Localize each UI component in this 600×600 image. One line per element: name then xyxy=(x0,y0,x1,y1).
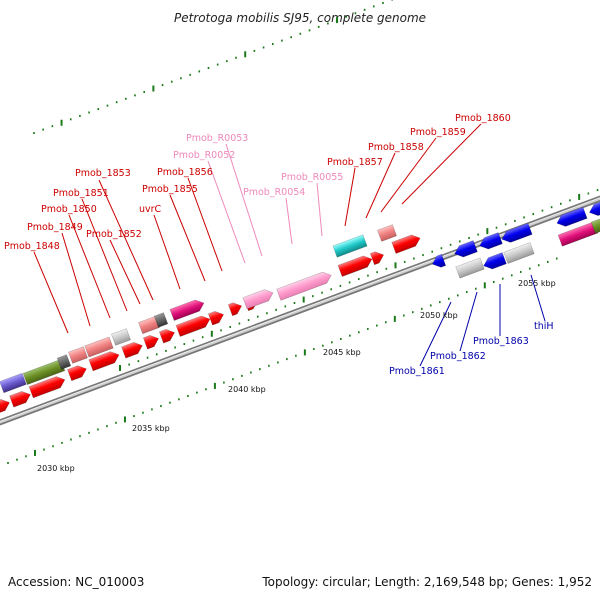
gene-label[interactable]: Pmob_1849 xyxy=(27,222,83,233)
gene-arrow[interactable] xyxy=(121,340,145,359)
leader-line xyxy=(61,232,91,327)
gene-box[interactable] xyxy=(0,372,27,394)
gene-arrow[interactable] xyxy=(142,333,160,350)
gene-box[interactable] xyxy=(590,218,600,234)
gene-arrow[interactable] xyxy=(88,349,121,372)
map-title: Petrotoga mobilis SJ95, complete genome xyxy=(174,11,426,25)
kbp-label: 2040 kbp xyxy=(228,385,266,394)
gene-label[interactable]: Pmob_1859 xyxy=(410,127,466,138)
gene-arrow[interactable] xyxy=(482,252,507,272)
leader-line xyxy=(530,274,546,322)
leader-line xyxy=(109,239,141,305)
gene-box[interactable] xyxy=(377,224,397,242)
leader-line xyxy=(187,177,223,272)
gene-label[interactable]: Pmob_1850 xyxy=(41,204,97,215)
leader-line xyxy=(344,167,356,227)
gene-arrow[interactable] xyxy=(555,206,588,229)
leader-line xyxy=(401,123,482,205)
leader-line xyxy=(207,160,246,264)
gene-arrow[interactable] xyxy=(478,232,503,252)
leader-line xyxy=(419,301,452,367)
gene-arrow[interactable] xyxy=(369,249,385,266)
gene-arrow[interactable] xyxy=(227,300,243,317)
leader-line xyxy=(81,198,128,312)
kbp-label: 2050 kbp xyxy=(420,311,458,320)
gene-arrow-rna[interactable] xyxy=(242,287,275,310)
gene-arrow[interactable] xyxy=(500,222,533,245)
reverse-gene-labels: Pmob_1861 Pmob_1862 Pmob_1863 thiH xyxy=(389,321,554,377)
gene-box[interactable] xyxy=(153,312,169,328)
leader-line xyxy=(285,197,293,245)
gene-label[interactable]: Pmob_1860 xyxy=(455,113,511,124)
gene-arrow[interactable] xyxy=(430,253,447,269)
kbp-label: 2030 kbp xyxy=(37,464,75,473)
gene-label[interactable]: Pmob_1853 xyxy=(75,168,131,179)
gene-label[interactable]: Pmob_1857 xyxy=(327,157,383,168)
gene-label[interactable]: thiH xyxy=(534,321,554,332)
kbp-label: 2035 kbp xyxy=(132,424,170,433)
scale-ticks xyxy=(7,0,599,464)
gene-arrow-rna[interactable] xyxy=(276,270,334,301)
gene-arrow[interactable] xyxy=(207,309,225,326)
leader-line xyxy=(169,194,206,282)
gene-arrow[interactable] xyxy=(0,397,12,414)
gene-box[interactable] xyxy=(68,346,88,364)
gene-box[interactable] xyxy=(455,257,485,279)
gene-arrow[interactable] xyxy=(158,327,176,344)
gene-box[interactable] xyxy=(84,336,114,358)
genome-summary-text: Topology: circular; Length: 2,169,548 bp… xyxy=(261,575,592,589)
gene-box[interactable] xyxy=(56,354,72,370)
leader-line xyxy=(98,179,154,301)
gene-arrow[interactable] xyxy=(391,232,422,254)
gene-arrow[interactable] xyxy=(175,313,212,337)
gene-label[interactable]: Pmob_1848 xyxy=(4,241,60,252)
gene-label[interactable]: Pmob_1862 xyxy=(430,351,486,362)
gene-arrow[interactable] xyxy=(28,374,67,399)
leader-line xyxy=(365,152,396,219)
forward-gene-labels: Pmob_1848 Pmob_1849 Pmob_1850 Pmob_1851 … xyxy=(4,113,511,252)
gene-label[interactable]: uvrC xyxy=(139,204,162,215)
gene-arrow[interactable] xyxy=(169,297,206,321)
gene-arrow[interactable] xyxy=(9,389,33,408)
kbp-label: 2055 kbp xyxy=(518,279,556,288)
gene-label[interactable]: Pmob_1858 xyxy=(368,142,424,153)
gene-label[interactable]: Pmob_1851 xyxy=(53,188,109,199)
gene-label-rna[interactable]: Pmob_R0053 xyxy=(186,133,248,144)
leader-line xyxy=(33,251,69,334)
scale-labels: 2030 kbp 2035 kbp 2040 kbp 2045 kbp 2050… xyxy=(37,279,556,473)
gene-label[interactable]: Pmob_1863 xyxy=(473,336,529,347)
label-leaders xyxy=(33,123,546,367)
kbp-label: 2045 kbp xyxy=(323,348,361,357)
gene-label-rna[interactable]: Pmob_R0052 xyxy=(173,150,235,161)
leader-line xyxy=(459,291,478,352)
gene-label-rna[interactable]: Pmob_R0055 xyxy=(281,172,343,183)
gene-box[interactable] xyxy=(503,242,535,264)
gene-label[interactable]: Pmob_1861 xyxy=(389,366,445,377)
leader-line xyxy=(68,214,111,319)
gene-label[interactable]: Pmob_1855 xyxy=(142,184,198,195)
gene-label[interactable]: Pmob_1856 xyxy=(157,167,213,178)
gene-track xyxy=(0,201,600,414)
gene-box[interactable] xyxy=(111,328,131,346)
leader-line xyxy=(225,143,263,257)
gene-arrow[interactable] xyxy=(337,253,374,277)
gene-arrow[interactable] xyxy=(453,240,478,260)
gene-label-rna[interactable]: Pmob_R0054 xyxy=(243,187,305,198)
gene-box[interactable] xyxy=(332,234,368,258)
accession-text: Accession: NC_010003 xyxy=(8,575,144,589)
gene-label[interactable]: Pmob_1852 xyxy=(86,229,142,240)
leader-line xyxy=(153,214,181,290)
leader-line xyxy=(316,182,323,237)
gene-arrow[interactable] xyxy=(587,201,600,218)
leader-line xyxy=(380,137,437,213)
gene-arrow[interactable] xyxy=(67,363,88,382)
